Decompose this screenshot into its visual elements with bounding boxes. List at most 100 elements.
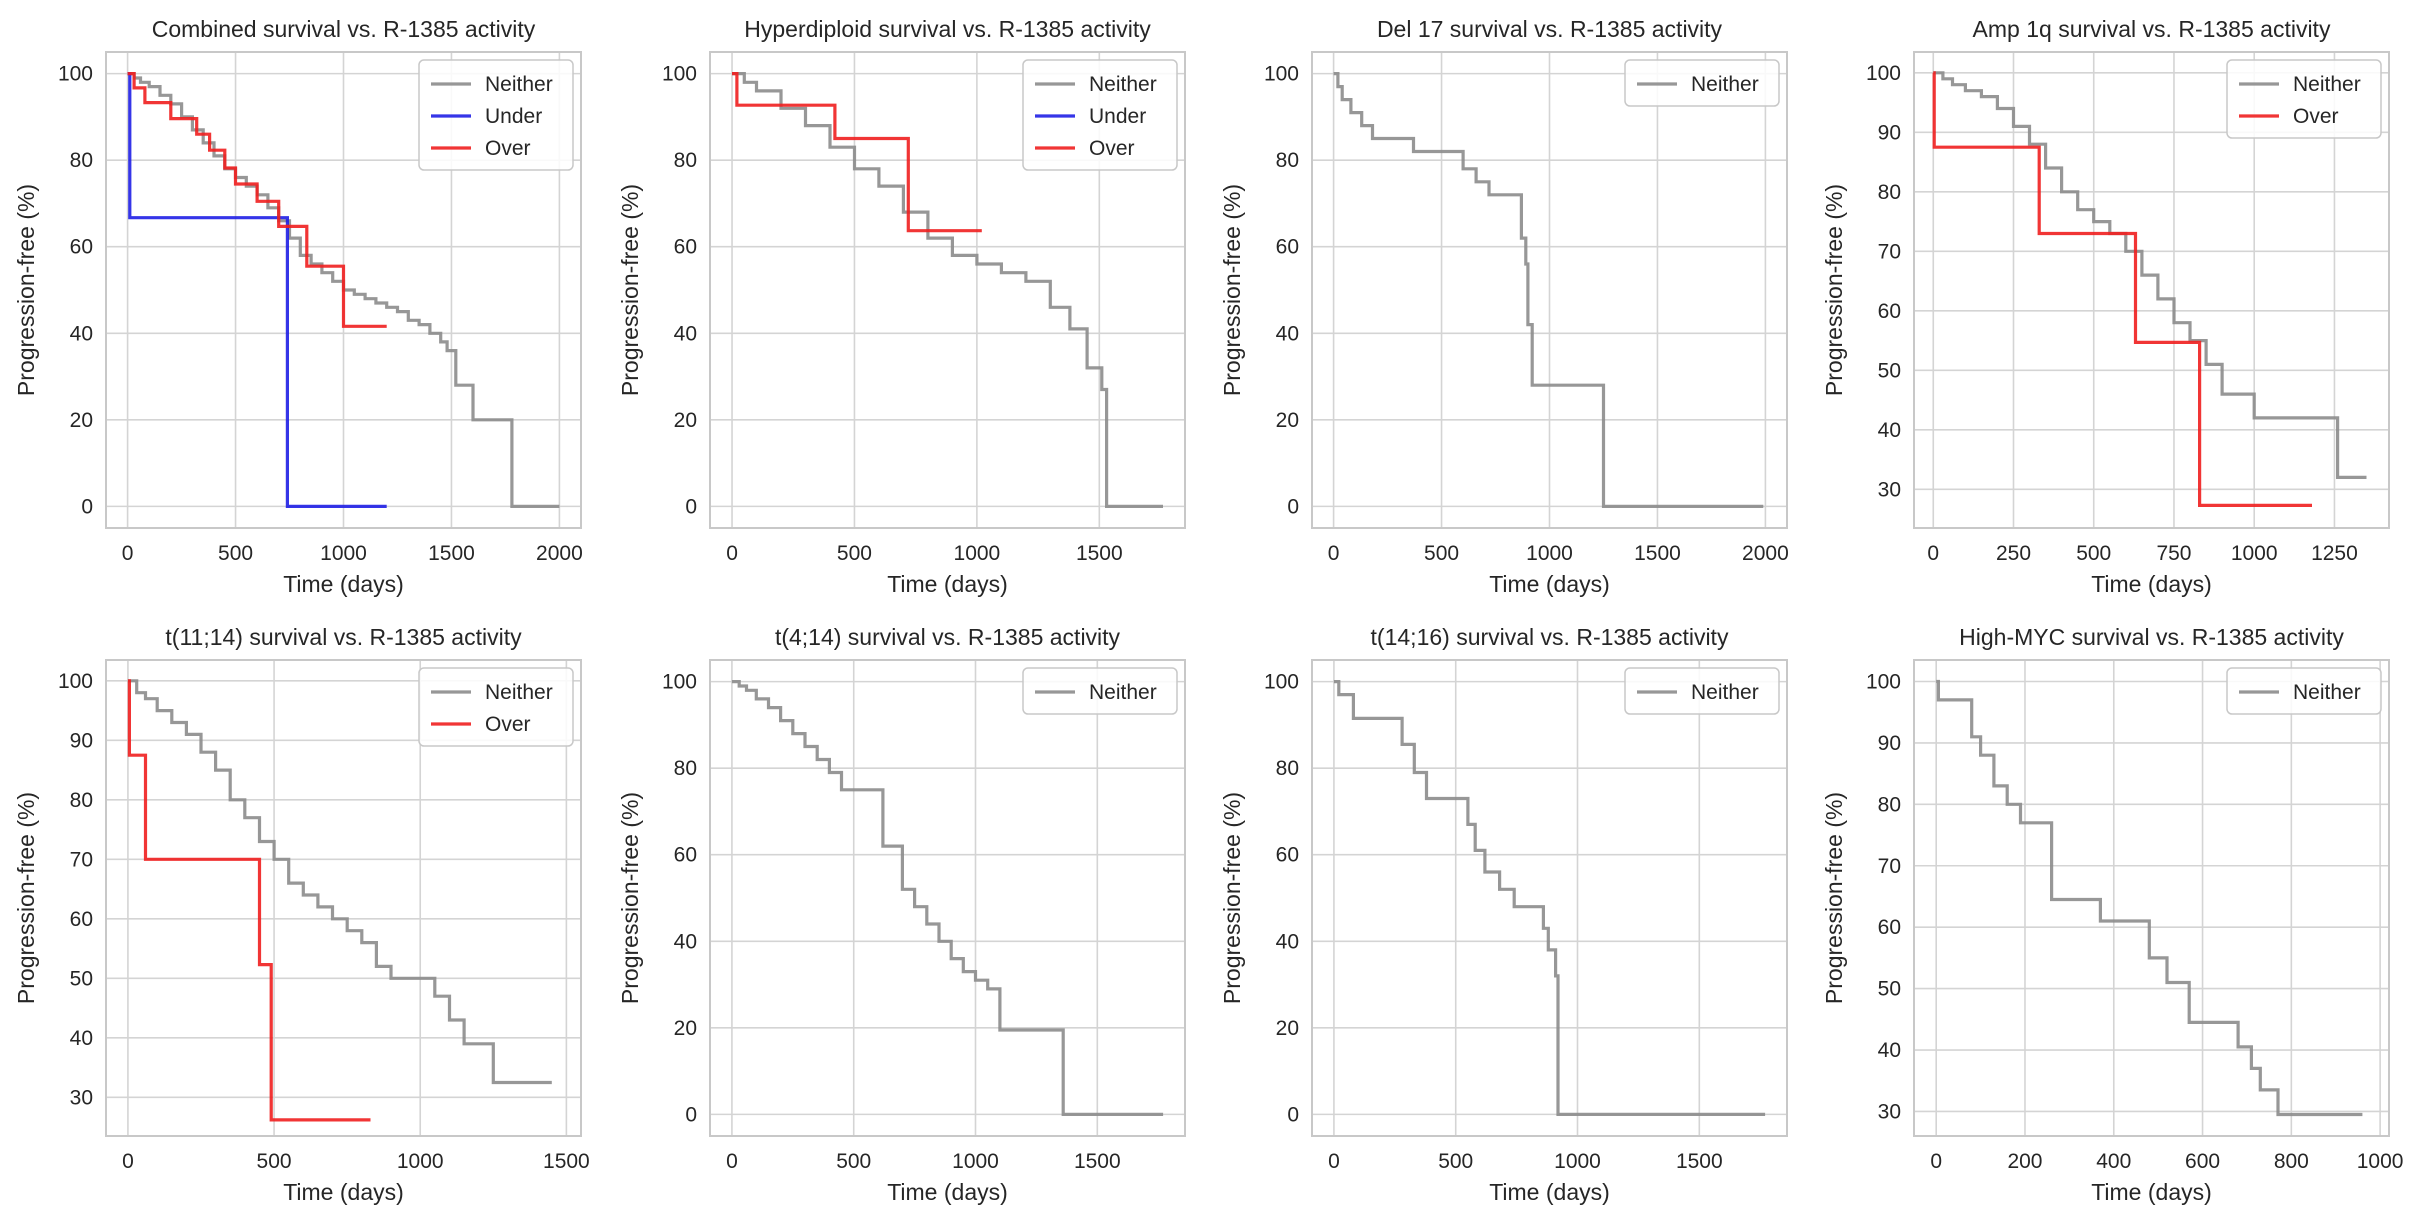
y-axis-label: Progression-free (%) bbox=[1219, 792, 1245, 1004]
y-axis-label: Progression-free (%) bbox=[13, 184, 39, 396]
y-axis-label: Progression-free (%) bbox=[1821, 792, 1847, 1004]
x-tick-label: 1000 bbox=[397, 1150, 444, 1173]
legend-label-over: Over bbox=[1089, 137, 1135, 160]
legend-label-over: Over bbox=[485, 137, 531, 160]
legend: Neither Under Over bbox=[418, 59, 574, 171]
y-tick-label: 80 bbox=[70, 789, 93, 812]
legend-label-under: Under bbox=[485, 105, 542, 128]
y-tick-label: 0 bbox=[685, 1103, 697, 1126]
y-tick-label: 100 bbox=[1866, 670, 1901, 693]
axes-frame bbox=[709, 51, 1186, 529]
legend-label-over: Over bbox=[485, 713, 531, 736]
series-line-neither bbox=[731, 680, 1164, 1116]
y-axis-label: Progression-free (%) bbox=[1821, 184, 1847, 396]
axes-frame bbox=[1913, 659, 2390, 1137]
x-tick-label: 0 bbox=[122, 1150, 134, 1173]
x-axis-label: Time (days) bbox=[283, 571, 404, 597]
y-tick-label: 100 bbox=[1264, 671, 1299, 694]
x-tick-label: 1500 bbox=[543, 1150, 590, 1173]
x-tick-label: 1000 bbox=[1554, 1150, 1601, 1173]
plot-background bbox=[1914, 660, 2389, 1136]
y-tick-label: 40 bbox=[70, 322, 93, 345]
chart-panel-6: 0 500 1000 1500 0 20 40 60 80 100 t(4;14) survival… bbox=[617, 624, 1186, 1205]
x-tick-label: 1000 bbox=[2357, 1150, 2404, 1173]
x-tick-label: 1500 bbox=[1074, 1150, 1121, 1173]
y-tick-label: 60 bbox=[1276, 236, 1299, 259]
chart-title: t(11;14) survival vs. R-1385 activity bbox=[165, 624, 522, 650]
legend-label-under: Under bbox=[1089, 105, 1146, 128]
y-tick-label: 50 bbox=[70, 967, 93, 990]
x-axis-label: Time (days) bbox=[887, 571, 1008, 597]
x-tick-label: 1000 bbox=[2231, 542, 2278, 565]
legend: Neither bbox=[1624, 667, 1780, 715]
legend-label-over: Over bbox=[2293, 105, 2339, 128]
x-tick-label: 800 bbox=[2274, 1150, 2309, 1173]
chart-panel-2: 0 500 1000 1500 0 20 40 60 80 100 Hyperdiploid sur… bbox=[617, 16, 1186, 597]
y-tick-label: 100 bbox=[58, 670, 93, 693]
chart-title: Del 17 survival vs. R-1385 activity bbox=[1377, 16, 1723, 42]
x-axis-label: Time (days) bbox=[1489, 1179, 1610, 1205]
y-tick-label: 100 bbox=[1866, 62, 1901, 85]
y-tick-label: 0 bbox=[685, 495, 697, 518]
y-tick-label: 90 bbox=[1878, 121, 1901, 144]
y-tick-label: 100 bbox=[58, 63, 93, 86]
x-tick-label: 400 bbox=[2096, 1150, 2131, 1173]
y-tick-label: 0 bbox=[1287, 495, 1299, 518]
x-tick-label: 1500 bbox=[1076, 542, 1123, 565]
y-tick-label: 80 bbox=[674, 149, 697, 172]
x-tick-label: 2000 bbox=[536, 542, 583, 565]
legend-box bbox=[2226, 59, 2382, 139]
axes-frame bbox=[105, 659, 582, 1137]
legend-box bbox=[2226, 667, 2382, 715]
y-tick-label: 80 bbox=[1276, 149, 1299, 172]
y-tick-label: 70 bbox=[1878, 855, 1901, 878]
series-line-over bbox=[127, 72, 387, 328]
y-tick-label: 100 bbox=[662, 63, 697, 86]
y-tick-label: 30 bbox=[70, 1086, 93, 1109]
x-axis-label: Time (days) bbox=[2091, 571, 2212, 597]
x-tick-label: 1000 bbox=[952, 1150, 999, 1173]
y-tick-label: 20 bbox=[674, 409, 697, 432]
x-tick-label: 1250 bbox=[2311, 542, 2358, 565]
y-tick-label: 20 bbox=[70, 409, 93, 432]
y-tick-label: 80 bbox=[1878, 793, 1901, 816]
y-axis-label: Progression-free (%) bbox=[617, 792, 643, 1004]
legend: Neither bbox=[1022, 667, 1178, 715]
y-tick-label: 40 bbox=[1276, 322, 1299, 345]
y-tick-label: 60 bbox=[70, 236, 93, 259]
legend-label-neither: Neither bbox=[2293, 73, 2361, 96]
y-tick-label: 30 bbox=[1878, 1100, 1901, 1123]
x-tick-label: 0 bbox=[122, 542, 134, 565]
x-tick-label: 2000 bbox=[1742, 542, 1789, 565]
y-tick-label: 80 bbox=[70, 149, 93, 172]
legend-box bbox=[1022, 667, 1178, 715]
y-tick-label: 20 bbox=[1276, 409, 1299, 432]
y-tick-label: 50 bbox=[1878, 978, 1901, 1001]
y-tick-label: 0 bbox=[81, 495, 93, 518]
y-tick-label: 70 bbox=[70, 848, 93, 871]
legend: Neither bbox=[1624, 59, 1780, 107]
y-tick-label: 40 bbox=[1276, 930, 1299, 953]
x-tick-label: 500 bbox=[2076, 542, 2111, 565]
x-tick-label: 1500 bbox=[1634, 542, 1681, 565]
x-tick-label: 0 bbox=[1927, 542, 1939, 565]
series-line-over bbox=[127, 679, 371, 1122]
chart-panel-7: 0 500 1000 1500 0 20 40 60 80 100 t(14;16) surviva… bbox=[1219, 624, 1788, 1205]
x-tick-label: 250 bbox=[1996, 542, 2031, 565]
legend-box bbox=[418, 59, 574, 171]
x-tick-label: 1500 bbox=[428, 542, 475, 565]
plot-background bbox=[1312, 660, 1787, 1136]
legend-box bbox=[1022, 59, 1178, 171]
y-tick-label: 100 bbox=[662, 671, 697, 694]
legend-label-neither: Neither bbox=[1089, 73, 1157, 96]
axes-frame bbox=[1311, 51, 1788, 529]
x-axis-label: Time (days) bbox=[1489, 571, 1610, 597]
x-tick-label: 500 bbox=[218, 542, 253, 565]
x-tick-label: 1000 bbox=[320, 542, 367, 565]
y-tick-label: 60 bbox=[70, 908, 93, 931]
legend-box bbox=[1624, 667, 1780, 715]
x-tick-label: 0 bbox=[1930, 1150, 1942, 1173]
x-tick-label: 0 bbox=[1328, 1150, 1340, 1173]
y-tick-label: 90 bbox=[70, 729, 93, 752]
legend: Neither Under Over bbox=[1022, 59, 1178, 171]
